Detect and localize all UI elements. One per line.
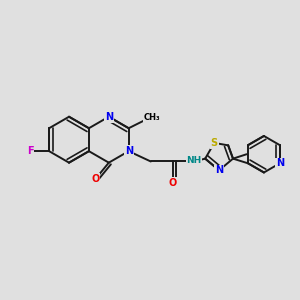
Text: S: S (211, 138, 218, 148)
Text: NH: NH (186, 155, 202, 164)
Text: O: O (169, 178, 177, 188)
Text: N: N (215, 165, 223, 175)
Text: N: N (276, 158, 284, 168)
Text: O: O (92, 174, 100, 184)
Text: CH₃: CH₃ (144, 113, 160, 122)
Text: N: N (124, 146, 133, 156)
Text: N: N (105, 112, 113, 122)
Text: F: F (27, 146, 33, 156)
